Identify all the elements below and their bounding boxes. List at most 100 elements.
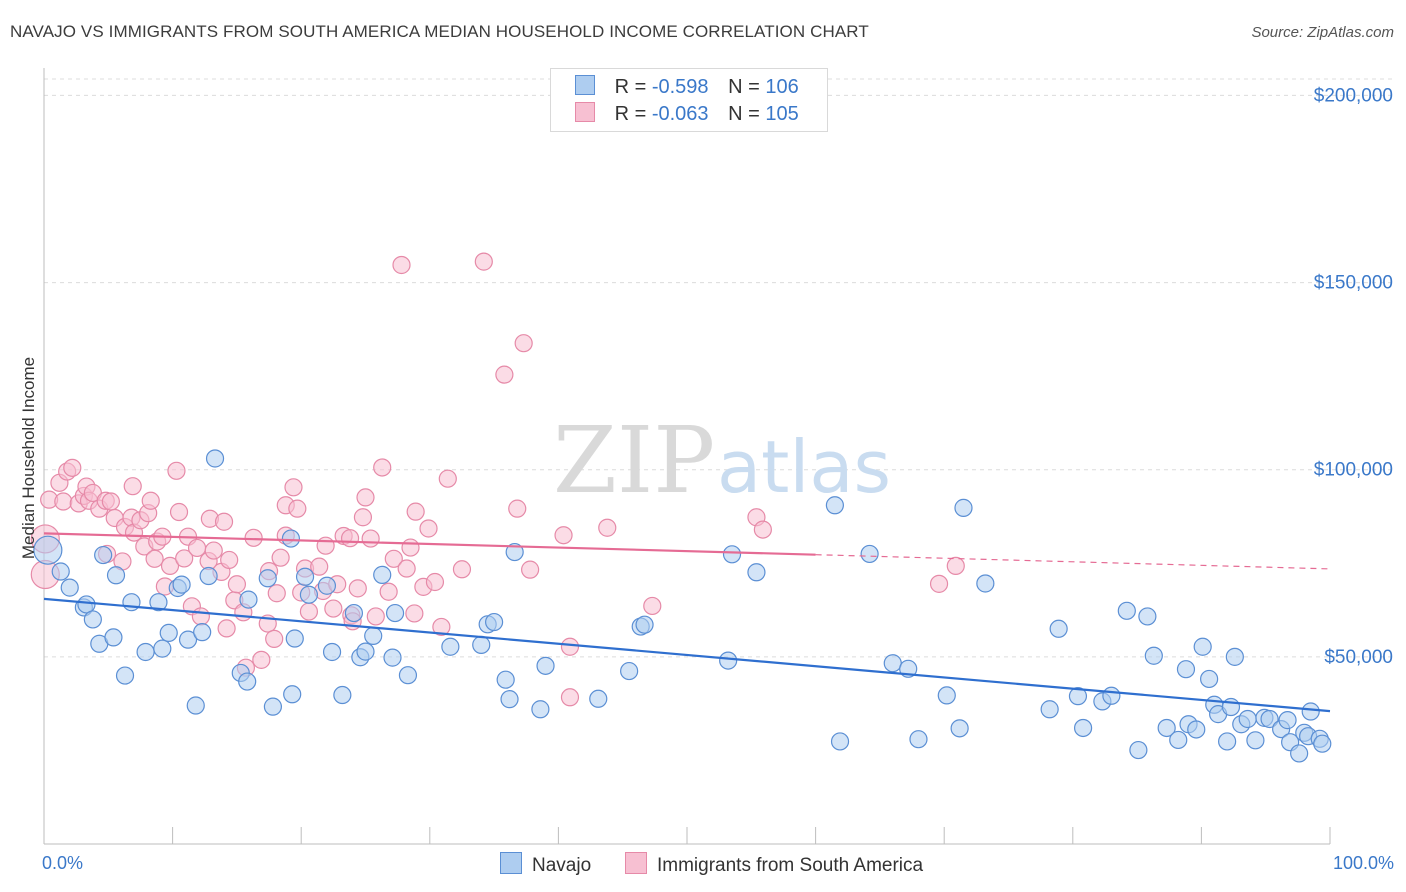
immigrants-point xyxy=(452,560,472,579)
y-tick-label: $50,000 xyxy=(1324,647,1393,668)
immigrants-point xyxy=(244,528,263,547)
r-label: R = xyxy=(614,103,647,125)
navajo-point xyxy=(60,578,79,597)
y-tick-label: $150,000 xyxy=(1314,273,1393,294)
immigrants-point xyxy=(405,604,424,623)
navajo-point xyxy=(115,666,135,685)
navajo-point xyxy=(485,612,504,632)
navajo-point xyxy=(333,685,352,705)
navajo-point xyxy=(295,567,315,586)
navajo-point xyxy=(106,566,126,585)
immigrants-point xyxy=(191,607,210,626)
navajo-point xyxy=(285,629,304,648)
source-label: Source: ZipAtlas.com xyxy=(1251,24,1394,41)
navajo-point xyxy=(159,623,178,643)
immigrants-legend-label: Immigrants from South America xyxy=(657,855,924,876)
immigrants-point xyxy=(271,548,290,567)
navajo-point xyxy=(258,569,277,588)
navajo-point xyxy=(239,590,258,609)
immigrants-point xyxy=(288,499,307,518)
immigrants-point xyxy=(265,629,284,648)
y-tick-label: $100,000 xyxy=(1314,460,1393,481)
immigrants-point xyxy=(252,650,271,669)
navajo-point xyxy=(1169,730,1188,750)
navajo-point xyxy=(825,496,844,515)
navajo-point xyxy=(976,574,995,593)
immigrants-point xyxy=(101,492,120,511)
navajo-point xyxy=(830,732,850,751)
navajo-point xyxy=(94,545,113,565)
immigrants-trend-line-dashed xyxy=(815,554,1331,570)
navajo-point xyxy=(1313,734,1332,753)
immigrants-point xyxy=(175,549,194,568)
navajo-point xyxy=(51,562,70,581)
navajo-point xyxy=(83,610,102,629)
navajo-point xyxy=(1290,744,1309,763)
immigrants-point xyxy=(141,491,160,510)
immigrants-points xyxy=(30,252,965,707)
navajo-point xyxy=(500,690,519,709)
navajo-point xyxy=(1144,646,1163,665)
trend-lines xyxy=(43,532,1331,713)
navajo-point xyxy=(136,642,155,662)
immigrants-point xyxy=(508,499,527,518)
immigrants-point xyxy=(167,461,186,480)
immigrants-point xyxy=(214,512,234,531)
immigrants-point xyxy=(392,255,411,275)
navajo-point xyxy=(193,623,212,642)
r-label: R = xyxy=(614,76,647,98)
navajo-point xyxy=(589,689,608,708)
immigrants-point xyxy=(340,529,360,548)
immigrants-point xyxy=(267,584,286,603)
n-value-navajo: 106 xyxy=(765,76,799,98)
navajo-point xyxy=(1218,732,1237,751)
x-tick-label: 0.0% xyxy=(42,853,83,873)
navajo-point xyxy=(33,535,63,565)
immigrants-point xyxy=(353,508,373,527)
legend-row-navajo: R = -0.598 N = 106 xyxy=(575,75,799,99)
n-label: N = xyxy=(728,76,760,98)
navajo-point xyxy=(364,626,383,645)
navajo-point xyxy=(1238,709,1257,729)
immigrants-point xyxy=(379,582,398,601)
navajo-point xyxy=(205,449,225,468)
navajo-point xyxy=(344,603,364,623)
legend-item-navajo: Navajo xyxy=(500,852,591,877)
immigrants-point xyxy=(946,556,965,576)
navajo-point xyxy=(531,700,550,719)
navajo-point xyxy=(635,615,654,634)
immigrants-point xyxy=(419,519,438,538)
n-value-immigrants: 105 xyxy=(765,103,799,125)
navajo-point xyxy=(153,639,172,658)
navajo-point xyxy=(1301,702,1320,721)
navajo-point xyxy=(1278,711,1297,730)
immigrants-point xyxy=(348,579,367,598)
navajo-point xyxy=(1193,637,1212,656)
immigrants-point xyxy=(432,617,451,637)
immigrants-point xyxy=(220,550,239,570)
immigrants-point xyxy=(474,252,493,271)
navajo-point xyxy=(620,661,639,681)
navajo-point xyxy=(299,585,319,604)
immigrants-point xyxy=(384,549,403,568)
navajo-point xyxy=(383,648,402,667)
navajo-point xyxy=(238,672,257,691)
immigrants-point xyxy=(397,559,416,578)
navajo-point xyxy=(104,628,123,647)
navajo-point xyxy=(281,529,301,548)
navajo-point xyxy=(1049,619,1068,638)
immigrants-point xyxy=(310,557,329,576)
immigrants-point xyxy=(361,529,380,548)
navajo-point xyxy=(1246,731,1265,750)
immigrants-swatch xyxy=(575,102,595,122)
navajo-point xyxy=(317,576,337,595)
navajo-point xyxy=(356,642,375,661)
immigrants-point xyxy=(217,619,236,638)
watermark-zip: ZIP xyxy=(553,407,715,514)
immigrants-point xyxy=(401,538,420,557)
navajo-point xyxy=(1102,686,1121,705)
navajo-point xyxy=(1176,660,1196,679)
immigrants-point xyxy=(316,536,335,555)
navajo-point xyxy=(1157,718,1176,738)
immigrants-point xyxy=(560,688,580,707)
